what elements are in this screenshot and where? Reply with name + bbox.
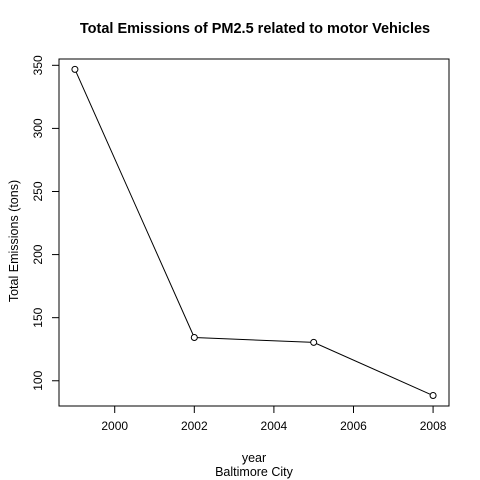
x-tick-label: 2004 [261,419,288,433]
y-tick-label: 250 [31,181,45,201]
series-line [74,69,434,396]
y-tick-label: 200 [31,244,45,264]
y-tick-label: 300 [31,118,45,138]
data-point [190,333,198,341]
x-tick-label: 2006 [340,419,367,433]
data-point [310,338,318,346]
data-point [429,392,437,400]
y-tick-label: 350 [31,55,45,75]
plot-frame [58,58,450,407]
data-point [71,65,79,73]
y-axis: 100 150 200 250 300 350 [31,55,60,391]
x-tick-label: 2000 [101,419,128,433]
chart-title: Total Emissions of PM2.5 related to moto… [79,21,431,37]
y-tick-label: 100 [31,370,45,390]
series-group [71,65,437,400]
chart-subtitle: Baltimore City [215,465,293,479]
y-tick-label: 150 [31,307,45,327]
x-axis-label: year [241,451,267,465]
x-axis: 2000 2002 2004 2006 2008 [101,405,447,433]
x-tick-label: 2002 [181,419,208,433]
x-tick-label: 2008 [420,419,447,433]
